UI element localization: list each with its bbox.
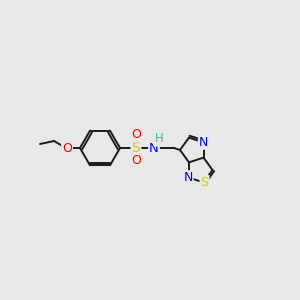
Text: N: N bbox=[183, 171, 193, 184]
Text: O: O bbox=[62, 142, 72, 154]
Text: O: O bbox=[131, 128, 141, 142]
Text: H: H bbox=[154, 133, 164, 146]
Text: N: N bbox=[149, 142, 159, 154]
Text: S: S bbox=[132, 141, 140, 155]
Text: N: N bbox=[199, 136, 208, 149]
Text: S: S bbox=[200, 176, 208, 189]
Text: O: O bbox=[131, 154, 141, 167]
